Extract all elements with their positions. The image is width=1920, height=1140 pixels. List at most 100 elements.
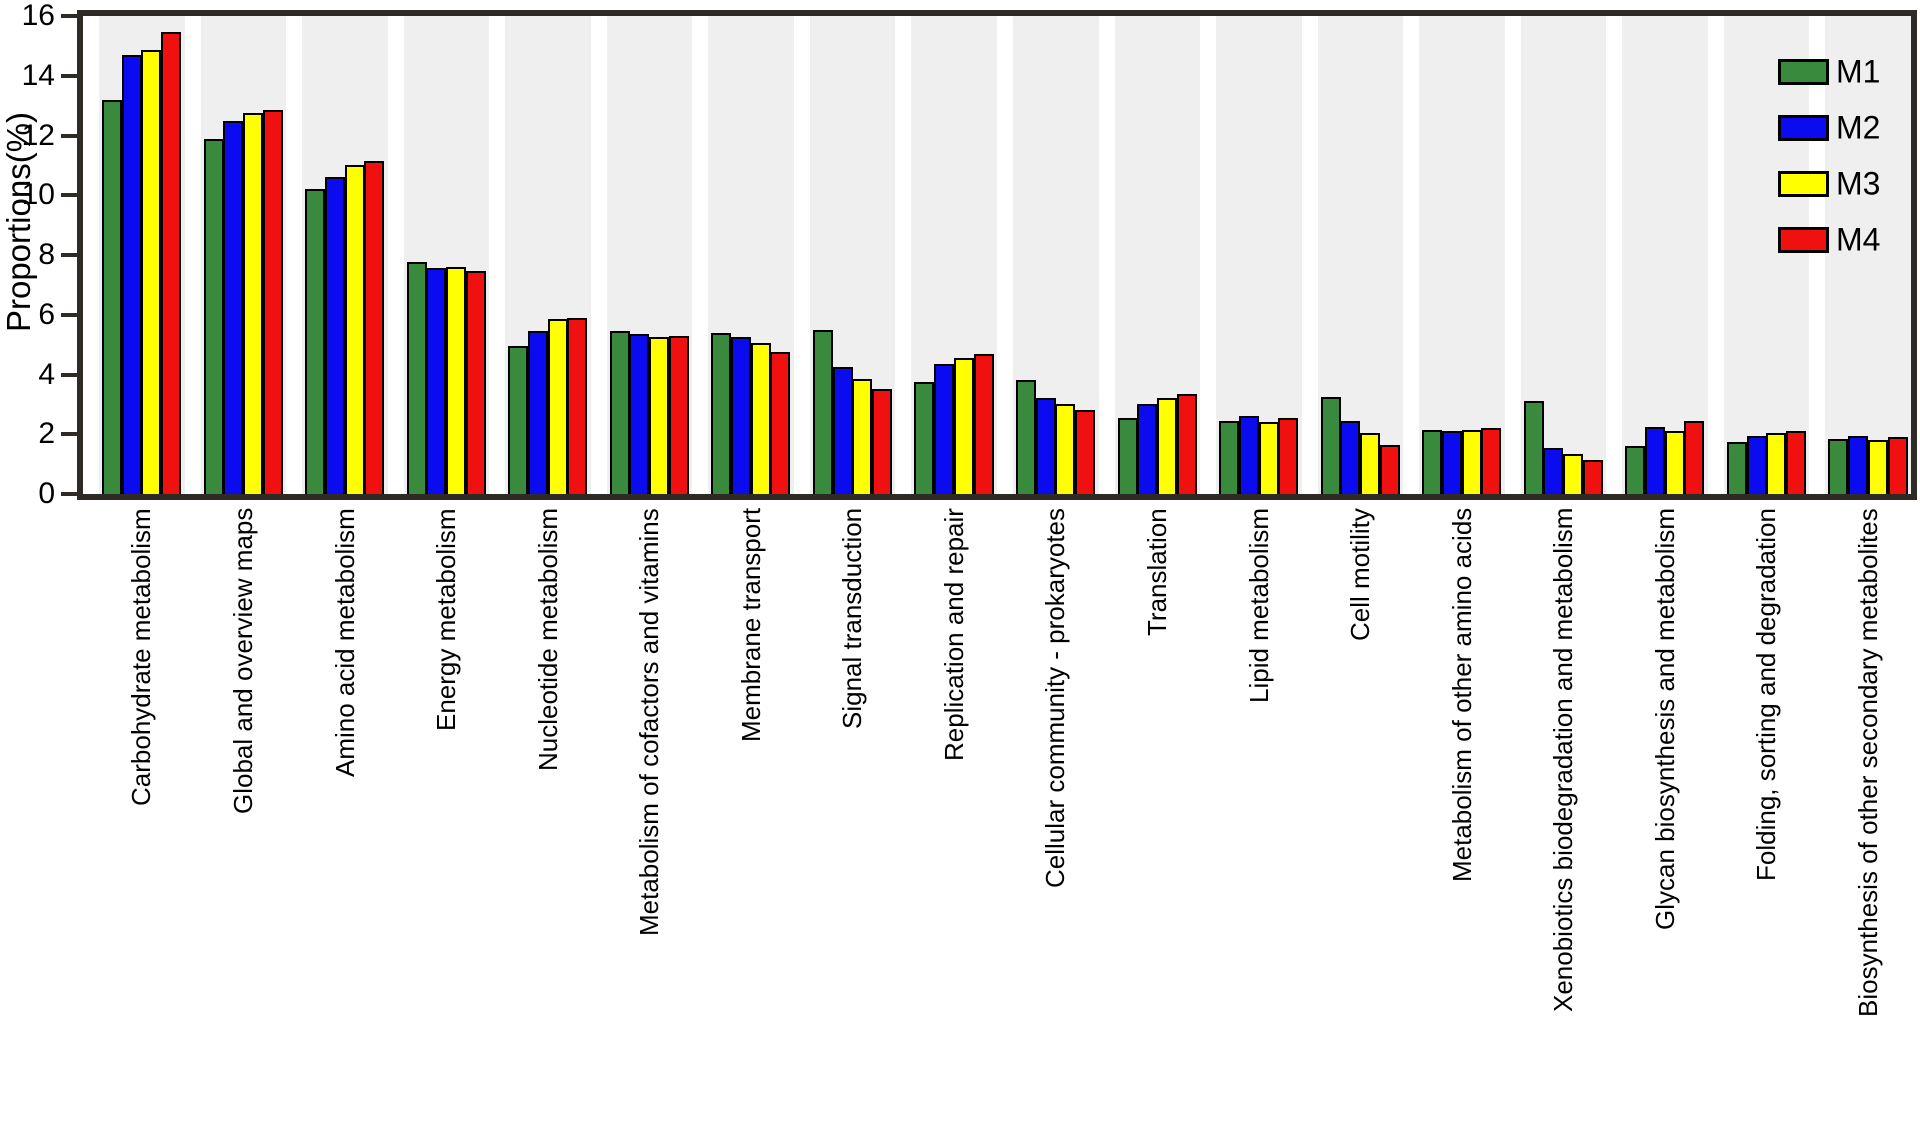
y-tick-mark — [61, 193, 77, 198]
bar-m4-cat11 — [1176, 393, 1197, 494]
bar-m3-cat11 — [1156, 398, 1177, 494]
bar-m3-cat6 — [649, 337, 670, 494]
bar-m2-cat11 — [1137, 404, 1158, 494]
x-category-label: Replication and repair — [938, 508, 969, 761]
y-tick-label: 2 — [38, 417, 55, 451]
x-category-label: Nucleotide metabolism — [532, 508, 563, 772]
x-category-label: Biosynthesis of other secondary metaboli… — [1852, 508, 1883, 1017]
bar-m4-cat2 — [262, 110, 283, 494]
bar-m1-cat8 — [812, 329, 833, 494]
bar-m2-cat12 — [1238, 416, 1259, 494]
bar-m3-cat4 — [446, 266, 467, 494]
bar-m3-cat12 — [1258, 422, 1279, 494]
x-category-label: Lipid metabolism — [1243, 508, 1274, 704]
x-category-label: Amino acid metabolism — [329, 508, 360, 777]
bar-m3-cat14 — [1461, 429, 1482, 494]
bar-m3-cat1 — [141, 50, 162, 494]
x-category-label: Cell motility — [1345, 508, 1376, 641]
bar-m3-cat3 — [344, 165, 365, 494]
bar-m3-cat16 — [1664, 431, 1685, 494]
bar-m1-cat17 — [1726, 441, 1747, 494]
bar-m1-cat10 — [1016, 380, 1036, 494]
y-tick-mark — [61, 253, 77, 257]
bar-m4-cat12 — [1278, 417, 1299, 494]
bar-m4-cat4 — [465, 271, 486, 494]
x-category-label: Folding, sorting and degradation — [1751, 508, 1782, 881]
bar-m1-cat5 — [508, 346, 529, 494]
bar-m4-cat5 — [567, 317, 588, 494]
x-category-label: Cellular community - prokaryotes — [1040, 508, 1071, 889]
bar-m2-cat9 — [934, 364, 955, 494]
x-category-label: Global and overview maps — [227, 508, 258, 815]
bar-m3-cat7 — [750, 343, 771, 494]
y-tick-label: 12 — [21, 118, 55, 152]
y-tick-mark — [61, 312, 77, 317]
bar-m4-cat13 — [1379, 444, 1400, 494]
bar-m2-cat7 — [731, 337, 752, 494]
y-tick-label: 0 — [38, 477, 55, 510]
bar-m2-cat3 — [324, 177, 345, 494]
bar-m1-cat11 — [1117, 417, 1138, 494]
bar-m1-cat12 — [1219, 420, 1240, 494]
bar-m2-cat4 — [426, 268, 447, 494]
bar-m2-cat2 — [223, 120, 244, 494]
y-tick-mark — [61, 73, 77, 78]
legend-label-m2: M2 — [1836, 109, 1881, 146]
bar-m4-cat15 — [1582, 459, 1603, 494]
y-tick-mark — [61, 14, 77, 18]
bar-m3-cat2 — [242, 113, 263, 494]
x-category-label: Carbohydrate metabolism — [126, 508, 157, 806]
y-tick-mark — [61, 372, 77, 377]
bar-m1-cat6 — [609, 331, 630, 494]
bar-m3-cat17 — [1766, 432, 1787, 494]
legend-label-m3: M3 — [1836, 165, 1881, 202]
y-tick-label: 8 — [38, 238, 55, 271]
bar-m4-cat16 — [1684, 420, 1705, 494]
y-tick-mark — [61, 133, 77, 138]
bar-m1-cat9 — [914, 381, 935, 494]
bar-m3-cat9 — [953, 358, 974, 494]
bar-m1-cat1 — [102, 99, 122, 494]
y-tick-label: 10 — [21, 178, 55, 212]
category-background-band — [1622, 16, 1708, 494]
legend-swatch-m4 — [1778, 227, 1829, 253]
bar-m1-cat13 — [1320, 396, 1341, 494]
bar-m2-cat1 — [121, 54, 142, 494]
bar-m1-cat16 — [1625, 446, 1646, 494]
bar-m4-cat18 — [1887, 437, 1908, 494]
bar-m4-cat1 — [161, 32, 182, 494]
bar-m1-cat15 — [1523, 401, 1544, 494]
y-tick-label: 6 — [38, 297, 55, 331]
plot-area — [77, 10, 1917, 500]
x-category-label: Metabolism of cofactors and vitamins — [634, 508, 665, 936]
bar-m4-cat3 — [364, 160, 385, 494]
bar-m2-cat8 — [832, 367, 853, 494]
bar-m4-cat14 — [1481, 428, 1502, 494]
bar-m3-cat8 — [852, 378, 873, 494]
bar-m2-cat14 — [1441, 431, 1462, 494]
x-category-label: Metabolism of other amino acids — [1446, 508, 1477, 883]
bar-m1-cat4 — [406, 262, 427, 494]
bar-m2-cat15 — [1543, 447, 1564, 494]
y-tick-label: 4 — [38, 357, 55, 391]
bar-m1-cat3 — [305, 189, 326, 494]
x-category-label: Glycan biosynthesis and metabolism — [1649, 508, 1680, 930]
y-tick-label: 16 — [21, 0, 55, 32]
y-tick-label: 14 — [21, 58, 55, 92]
y-tick-mark — [61, 492, 77, 496]
bar-m2-cat17 — [1746, 435, 1767, 494]
legend-label-m4: M4 — [1836, 221, 1881, 258]
bar-m1-cat2 — [203, 138, 224, 494]
bar-m1-cat7 — [711, 332, 732, 494]
bar-m2-cat10 — [1035, 398, 1056, 494]
category-background-band — [1216, 16, 1302, 494]
category-background-band — [1825, 16, 1911, 494]
x-category-label: Translation — [1141, 508, 1172, 636]
x-category-label: Signal transduction — [837, 508, 868, 730]
bar-m2-cat18 — [1848, 435, 1869, 494]
bar-m3-cat18 — [1867, 440, 1888, 494]
bar-m2-cat5 — [527, 331, 548, 494]
x-category-label: Energy metabolism — [431, 508, 462, 731]
bar-m4-cat9 — [973, 353, 994, 494]
